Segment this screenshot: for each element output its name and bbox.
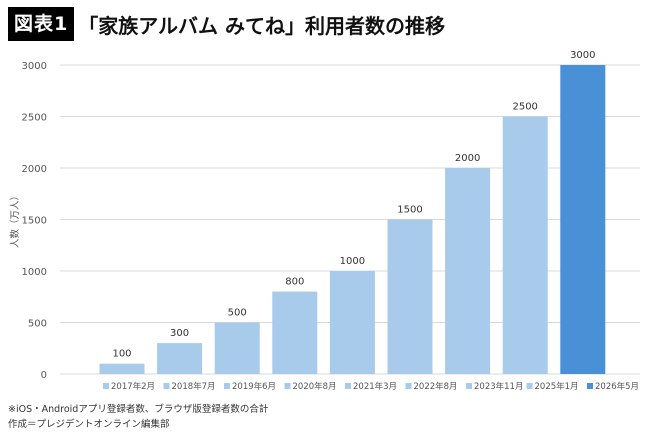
- footnotes: ※iOS・Androidアプリ登録者数、ブラウザ版登録者数の合計 作成＝プレジデ…: [8, 402, 268, 432]
- legend-swatch: [587, 383, 593, 389]
- legend-label: 2026年5月: [595, 381, 639, 392]
- y-tick-label: 3000: [22, 61, 47, 72]
- bar: [329, 271, 375, 374]
- data-label: 500: [228, 308, 247, 319]
- bar-chart: 0 500 1000 1500 2000 2500 3000 人数（万人） 100 300 500 8…: [9, 50, 640, 392]
- y-tick-label: 1500: [22, 216, 47, 227]
- data-label: 800: [285, 277, 304, 288]
- footnote-credit: 作成＝プレジデントオンライン編集部: [8, 419, 170, 430]
- legend-swatch: [284, 383, 291, 389]
- legend-label: 2025年1月: [535, 381, 579, 392]
- legend-swatch: [224, 383, 230, 389]
- legend-swatch: [526, 383, 533, 389]
- legend-label: 2021年3月: [353, 381, 397, 392]
- legend-label: 2020年8月: [293, 381, 337, 392]
- bar: [445, 168, 491, 374]
- legend-label: 2018年7月: [172, 381, 216, 392]
- bar: [272, 291, 318, 374]
- data-label: 100: [112, 349, 131, 360]
- legend-label: 2017年2月: [111, 381, 155, 392]
- bar: [99, 363, 145, 374]
- y-axis-label: 人数（万人）: [9, 191, 21, 248]
- bar: [560, 65, 606, 374]
- legend-swatch: [405, 383, 412, 389]
- bar: [502, 116, 548, 374]
- legend-swatch: [345, 383, 351, 389]
- chart-header: 図表1 「家族アルバム みてね」利用者数の推移: [8, 6, 445, 42]
- legend-label: 2023年11月: [474, 381, 523, 392]
- y-tick-label: 2500: [22, 113, 47, 124]
- data-label: 2500: [512, 102, 537, 113]
- chart-title: 「家族アルバム みてね」利用者数の推移: [78, 13, 445, 38]
- data-label: 3000: [570, 50, 595, 61]
- data-label: 1000: [340, 256, 365, 267]
- legend-label: 2019年6月: [232, 381, 276, 392]
- y-tick-label: 2000: [22, 164, 47, 175]
- data-label: 2000: [455, 153, 480, 164]
- y-tick-label: 1000: [22, 267, 47, 278]
- legend-label: 2022年8月: [414, 381, 458, 392]
- y-tick-label: 0: [41, 370, 47, 381]
- data-label: 300: [170, 328, 189, 339]
- footnote-source: ※iOS・Androidアプリ登録者数、ブラウザ版登録者数の合計: [8, 404, 269, 415]
- figure-badge: 図表1: [8, 7, 75, 41]
- legend-swatch: [103, 383, 109, 389]
- bar: [387, 219, 433, 374]
- bar: [157, 343, 203, 374]
- legend-swatch: [163, 383, 170, 389]
- bar: [214, 322, 260, 374]
- legend-swatch: [466, 383, 472, 389]
- y-tick-label: 500: [28, 319, 47, 330]
- data-label: 1500: [397, 205, 422, 216]
